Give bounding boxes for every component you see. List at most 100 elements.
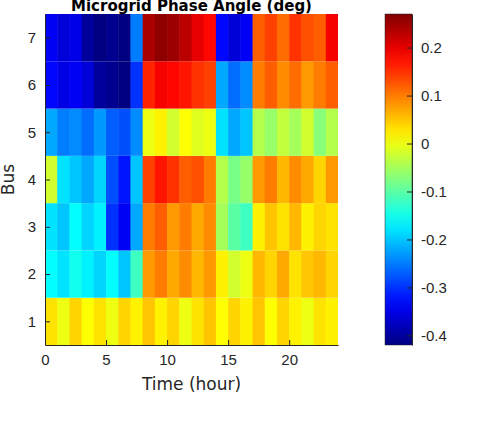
heatmap-cell	[240, 298, 253, 345]
heatmap-cell	[301, 298, 314, 345]
heatmap-cell	[192, 250, 205, 297]
heatmap-cell	[118, 14, 131, 61]
tick: 2	[28, 265, 50, 282]
heatmap-cell	[326, 61, 338, 108]
heatmap-cell	[204, 298, 217, 345]
heatmap-cell	[106, 298, 119, 345]
tick-label: 5	[102, 351, 110, 368]
heatmap-cell	[167, 156, 180, 203]
heatmap-cell	[277, 250, 290, 297]
tick-mark	[407, 144, 412, 145]
colorbar-axis: -0.4-0.3-0.2-0.100.10.2	[407, 15, 447, 346]
heatmap-cells	[45, 14, 338, 345]
heatmap-cell	[167, 203, 180, 250]
heatmap-cell	[130, 109, 143, 156]
tick: 1	[28, 313, 50, 330]
heatmap-cell	[289, 109, 302, 156]
tick-mark	[228, 340, 229, 345]
heatmap-cell	[192, 109, 205, 156]
tick: 20	[281, 340, 298, 368]
heatmap-cell	[130, 156, 143, 203]
heatmap-cell	[179, 250, 192, 297]
tick-label: -0.4	[421, 327, 447, 344]
tick-label: 2	[28, 265, 36, 282]
tick: 10	[159, 340, 176, 368]
heatmap-cell	[289, 156, 302, 203]
heatmap-cell	[167, 109, 180, 156]
heatmap-cell	[289, 14, 302, 61]
heatmap-cell	[228, 14, 241, 61]
heatmap-cell	[94, 14, 107, 61]
heatmap-cell	[167, 298, 180, 345]
tick-label: 15	[220, 351, 237, 368]
heatmap-cell	[253, 61, 266, 108]
heatmap-cell	[265, 156, 278, 203]
heatmap-cell	[143, 250, 156, 297]
heatmap-cell	[82, 156, 95, 203]
heatmap-cell	[179, 14, 192, 61]
tick-mark	[167, 340, 168, 345]
heatmap-cell	[216, 156, 229, 203]
tick: -0.4	[407, 327, 447, 344]
tick: 15	[220, 340, 237, 368]
heatmap-cell	[106, 61, 119, 108]
heatmap-cell	[57, 61, 70, 108]
heatmap-cell	[143, 156, 156, 203]
heatmap-cell	[167, 250, 180, 297]
y-axis: 1234567	[28, 15, 50, 346]
heatmap-cell	[82, 298, 95, 345]
heatmap-cell	[289, 203, 302, 250]
heatmap-cell	[130, 61, 143, 108]
heatmap-cell	[240, 203, 253, 250]
tick-label: 0.2	[421, 39, 442, 56]
heatmap-cell	[314, 298, 327, 345]
heatmap-cell	[277, 156, 290, 203]
tick-mark	[407, 96, 412, 97]
heatmap-cell	[204, 61, 217, 108]
heatmap-cell	[167, 61, 180, 108]
heatmap-cell	[301, 250, 314, 297]
heatmap-cell	[277, 14, 290, 61]
heatmap-cell	[314, 14, 327, 61]
heatmap-cell	[130, 250, 143, 297]
heatmap-cell	[216, 203, 229, 250]
heatmap-cell	[204, 109, 217, 156]
heatmap-cell	[118, 203, 131, 250]
tick-label: 1	[28, 313, 36, 330]
heatmap-cell	[82, 109, 95, 156]
heatmap-cell	[106, 203, 119, 250]
heatmap-cell	[326, 14, 338, 61]
heatmap-cell	[94, 109, 107, 156]
heatmap-cell	[45, 203, 58, 250]
heatmap-cell	[57, 250, 70, 297]
heatmap-cell	[301, 203, 314, 250]
heatmap-cell	[69, 298, 82, 345]
heatmap-cell	[326, 156, 338, 203]
tick-label: 5	[28, 124, 36, 141]
heatmap-cell	[265, 298, 278, 345]
heatmap-cell	[289, 61, 302, 108]
heatmap-cell	[240, 61, 253, 108]
heatmap-cell	[57, 14, 70, 61]
tick-mark	[407, 239, 412, 240]
tick-mark	[289, 340, 290, 345]
heatmap-cell	[253, 156, 266, 203]
tick-mark	[45, 132, 50, 133]
heatmap-cell	[277, 298, 290, 345]
heatmap-cell	[216, 298, 229, 345]
heatmap-cell	[118, 156, 131, 203]
heatmap-cell	[301, 109, 314, 156]
tick-mark	[407, 48, 412, 49]
heatmap-cell	[45, 14, 58, 61]
heatmap-cell	[57, 109, 70, 156]
heatmap-cell	[155, 203, 168, 250]
heatmap-cell	[314, 109, 327, 156]
heatmap-cell	[240, 14, 253, 61]
heatmap-cell	[326, 298, 338, 345]
heatmap-cell	[265, 61, 278, 108]
heatmap-cell	[155, 250, 168, 297]
tick: 0	[407, 135, 429, 152]
y-axis-label: Bus	[0, 164, 18, 195]
heatmap-cell	[45, 298, 58, 345]
heatmap-cell	[192, 61, 205, 108]
